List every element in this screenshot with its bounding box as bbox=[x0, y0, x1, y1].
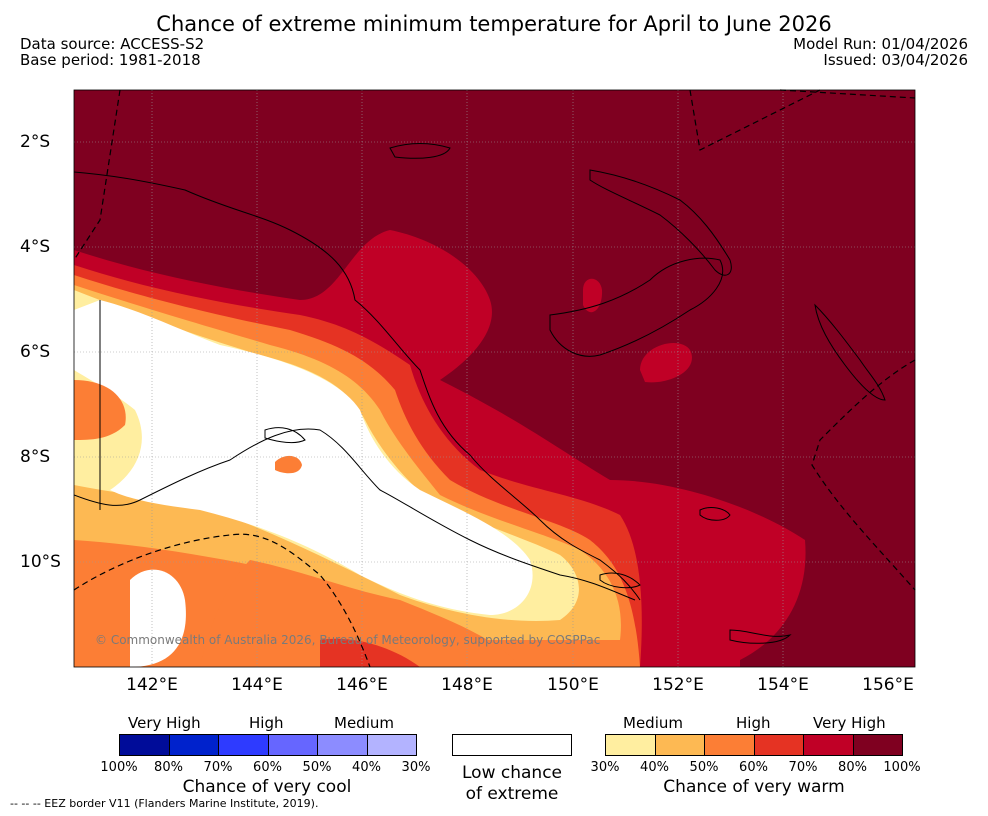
region-medium-high-south bbox=[320, 638, 420, 667]
eez-borders bbox=[73, 89, 916, 668]
legend-warm-swatch bbox=[803, 734, 854, 756]
lon-label: 156°E bbox=[862, 675, 914, 695]
legend-cool-heading: High bbox=[249, 714, 284, 732]
region-high-patch bbox=[640, 342, 692, 383]
region-high-patch bbox=[583, 278, 603, 313]
legend-cool-percent: 50% bbox=[302, 760, 332, 775]
legend-cool-heading: Very High bbox=[128, 714, 201, 732]
gridlines bbox=[74, 90, 915, 667]
coastlines bbox=[74, 143, 886, 644]
legend-warm-percent: 60% bbox=[739, 760, 768, 775]
meta-left: Data source: ACCESS-S2 Base period: 1981… bbox=[20, 36, 204, 68]
gulf-islands bbox=[264, 427, 306, 444]
meta-right: Model Run: 01/04/2026 Issued: 03/04/2026 bbox=[793, 36, 968, 68]
legend-neutral-caption-1: Low chance bbox=[462, 763, 562, 783]
lat-label: 4°S bbox=[20, 237, 51, 257]
legend-cool-swatch bbox=[168, 734, 219, 756]
islands-se bbox=[599, 507, 792, 644]
lat-label: 6°S bbox=[20, 342, 51, 362]
legend-warm-percent: 70% bbox=[788, 760, 818, 775]
lat-label: 2°S bbox=[20, 132, 51, 152]
legend-warm-swatch bbox=[605, 734, 656, 756]
legend-cool-caption: Chance of very cool bbox=[182, 777, 352, 797]
copyright-notice: © Commonwealth of Australia 2026, Bureau… bbox=[95, 633, 601, 647]
legend-cool-swatch bbox=[119, 734, 170, 756]
data-source: Data source: ACCESS-S2 bbox=[20, 35, 205, 53]
lon-label: 152°E bbox=[652, 675, 704, 695]
bougainville-coast bbox=[814, 303, 886, 401]
model-run: Model Run: 01/04/2026 bbox=[793, 35, 968, 53]
legend-cool-swatch bbox=[267, 734, 318, 756]
legend-cool-percent: 80% bbox=[154, 760, 183, 775]
legend-warm-heading: Very High bbox=[813, 714, 886, 732]
lat-label: 10°S bbox=[20, 552, 61, 572]
region-medium-south bbox=[200, 560, 520, 667]
legend-warm-swatch bbox=[654, 734, 705, 756]
new-britain-coast bbox=[549, 257, 724, 357]
map-frame bbox=[73, 89, 916, 668]
new-guinea-coast bbox=[74, 171, 641, 601]
legend-neutral-caption-2: of extreme bbox=[465, 784, 559, 804]
lon-label: 146°E bbox=[336, 675, 388, 695]
region-none bbox=[74, 300, 533, 615]
legend-cool-percent: 60% bbox=[253, 760, 282, 775]
lon-label: 150°E bbox=[547, 675, 599, 695]
legend-warm-percent: 80% bbox=[838, 760, 867, 775]
lon-label: 154°E bbox=[757, 675, 809, 695]
issued-date: Issued: 03/04/2026 bbox=[823, 51, 968, 69]
legend-warm-heading: Medium bbox=[623, 714, 683, 732]
legend-cool-heading: Medium bbox=[334, 714, 394, 732]
legend-cool-percent: 40% bbox=[352, 760, 381, 775]
manus-coast bbox=[389, 143, 451, 159]
probability-fill bbox=[74, 90, 915, 667]
legend-warm-swatch bbox=[852, 734, 903, 756]
legend-cool-swatch bbox=[366, 734, 417, 756]
legend-warm-percent: 100% bbox=[883, 760, 921, 775]
legend-cool-swatch bbox=[218, 734, 269, 756]
legend-warm-percent: 50% bbox=[689, 760, 719, 775]
new-ireland-coast bbox=[589, 169, 732, 276]
legend-neutral-swatch bbox=[452, 734, 572, 756]
lon-label: 148°E bbox=[441, 675, 493, 695]
base-period: Base period: 1981-2018 bbox=[20, 51, 201, 69]
legend-cool-percent: 70% bbox=[203, 760, 233, 775]
legend-warm-percent: 30% bbox=[590, 760, 620, 775]
chart-title: Chance of extreme minimum temperature fo… bbox=[156, 12, 832, 36]
region-none-south bbox=[130, 569, 186, 667]
lon-label: 142°E bbox=[126, 675, 178, 695]
eez-footnote: -- -- -- EEZ border V11 (Flanders Marine… bbox=[10, 797, 319, 810]
lat-label: 8°S bbox=[20, 447, 51, 467]
legend-warm-caption: Chance of very warm bbox=[663, 777, 845, 797]
lon-label: 144°E bbox=[231, 675, 283, 695]
legend-cool-percent: 100% bbox=[100, 760, 138, 775]
legend-warm-heading: High bbox=[736, 714, 771, 732]
region-medium-patch bbox=[275, 455, 302, 474]
legend-warm-swatch bbox=[753, 734, 804, 756]
legend-cool-swatch bbox=[317, 734, 368, 756]
legend-warm-percent: 40% bbox=[640, 760, 669, 775]
legend-cool-percent: 30% bbox=[401, 760, 431, 775]
legend-warm-swatch bbox=[704, 734, 755, 756]
